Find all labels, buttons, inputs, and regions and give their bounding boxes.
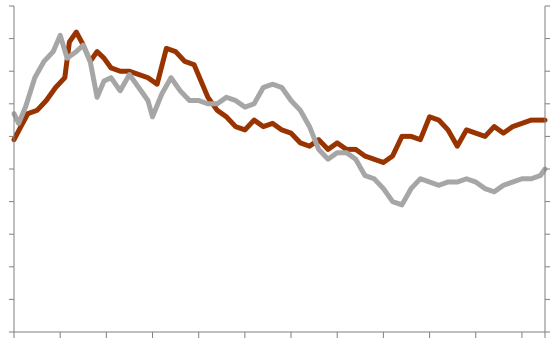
- series-layer: [11, 29, 548, 208]
- series-line-1: [11, 29, 548, 165]
- axes: [9, 5, 550, 338]
- series-line-2: [11, 32, 548, 208]
